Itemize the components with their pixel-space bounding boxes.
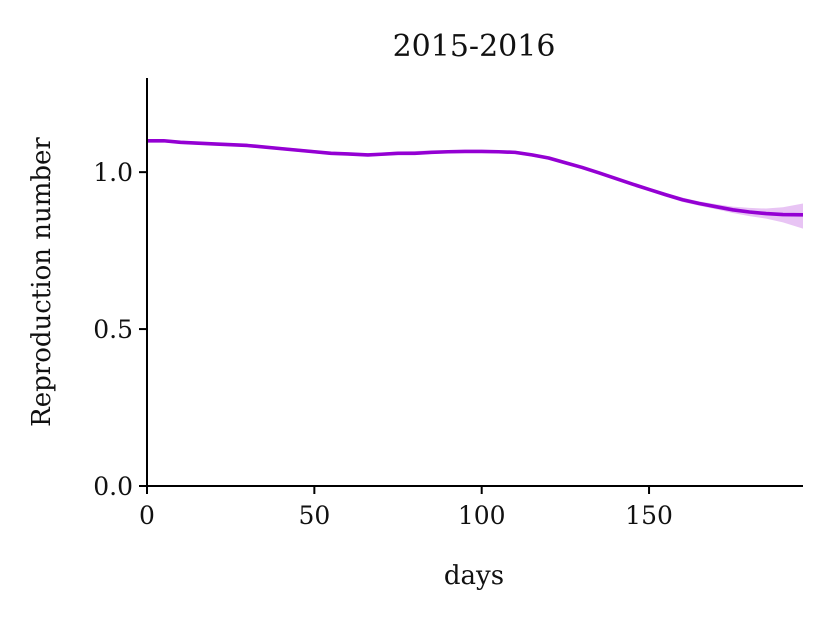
axes: 0 50 100 150 0.0 0.5 1.0: [93, 78, 803, 530]
x-tick-label: 150: [625, 501, 673, 530]
x-tick-label: 50: [298, 501, 330, 530]
y-axis-label: Reproduction number: [27, 137, 57, 427]
y-tick-label: 0.0: [93, 472, 133, 501]
chart-title: 2015-2016: [393, 29, 556, 64]
x-axis-label: days: [444, 561, 504, 591]
y-tick-label: 1.0: [93, 158, 133, 187]
x-tick-label: 100: [458, 501, 506, 530]
plot-area: [147, 138, 803, 229]
y-tick-label: 0.5: [93, 315, 133, 344]
series-0-line: [147, 138, 803, 217]
x-tick-label: 0: [139, 501, 155, 530]
